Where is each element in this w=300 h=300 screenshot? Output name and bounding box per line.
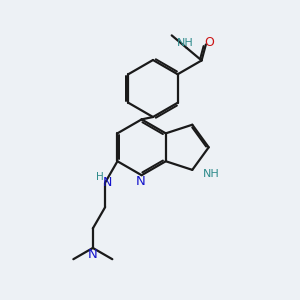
Text: H: H [96,172,103,182]
Text: N: N [88,248,98,261]
Text: O: O [205,36,214,49]
Text: N: N [136,175,145,188]
Text: N: N [103,176,112,189]
Text: NH: NH [177,38,194,47]
Text: NH: NH [203,169,220,179]
